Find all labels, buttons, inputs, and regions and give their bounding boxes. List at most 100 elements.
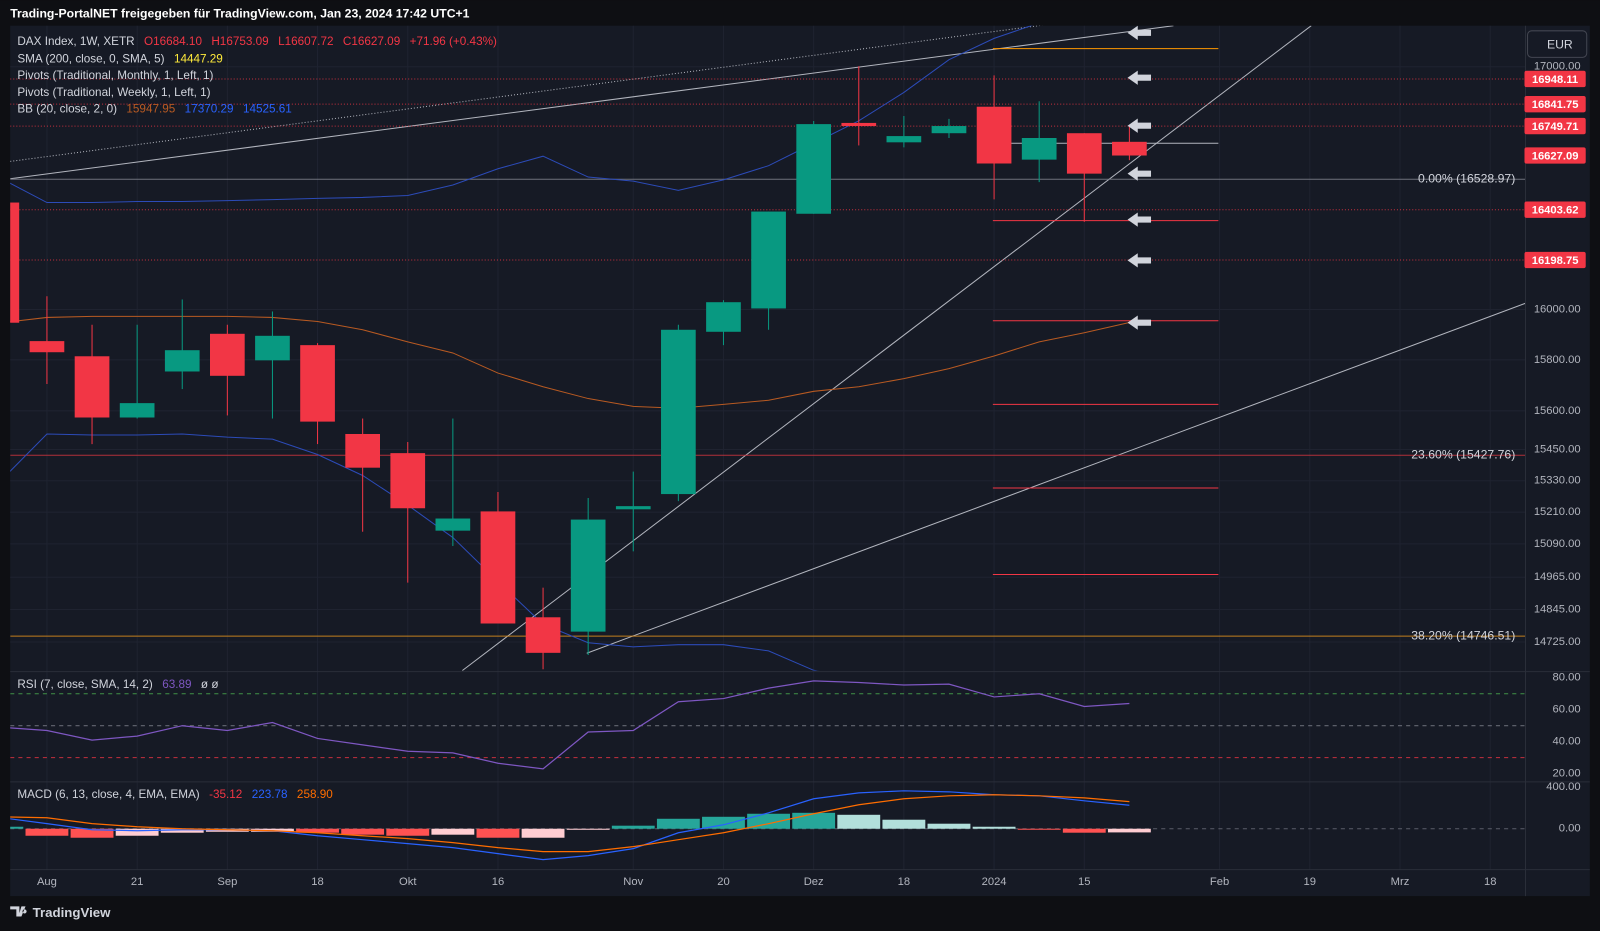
logo-icon bbox=[10, 906, 27, 917]
candle-body bbox=[29, 341, 65, 353]
candle-body bbox=[615, 506, 651, 510]
legend-change: +71.96 (+0.43%) bbox=[410, 35, 497, 48]
histogram-bar bbox=[702, 816, 745, 829]
candle-body bbox=[886, 136, 922, 143]
currency[interactable]: EUR bbox=[1547, 37, 1573, 51]
price-tag-label: 16749.71 bbox=[1532, 121, 1579, 133]
candle-body bbox=[210, 333, 245, 376]
histogram-bar bbox=[972, 826, 1016, 829]
legend-macd: MACD (6, 13, close, 4, EMA, EMA) bbox=[17, 788, 199, 801]
x-tick-label: Sep bbox=[217, 876, 237, 888]
candle-body bbox=[10, 202, 20, 323]
price-tag bbox=[1524, 70, 1586, 88]
grid bbox=[10, 25, 1526, 870]
x-tick-label: 15 bbox=[1078, 876, 1090, 888]
y-tick-label: 17000.00 bbox=[1534, 61, 1581, 73]
histogram-bar bbox=[476, 828, 520, 838]
rsi-line bbox=[10, 680, 1130, 770]
histogram-bar bbox=[10, 826, 24, 829]
y-tick-label: 20.00 bbox=[1553, 768, 1581, 780]
legend-pivots: Pivots (Traditional, Monthly, 1, Left, 1… bbox=[17, 69, 213, 82]
y-tick-label: 15090.00 bbox=[1534, 538, 1581, 550]
x-tick-label: Mrz bbox=[1391, 876, 1410, 888]
histogram-bar bbox=[611, 825, 655, 829]
legend-macd-hist: -35.12 bbox=[209, 788, 242, 801]
fib-label: 38.20% (14746.51) bbox=[1411, 628, 1515, 642]
legend-open: O16684.10 bbox=[144, 35, 202, 48]
histogram-bar bbox=[25, 828, 69, 836]
legend: SMA (200, close, 0, SMA, 5) 14447.29 bbox=[17, 52, 222, 65]
legend-sma-value: 14447.29 bbox=[174, 52, 223, 65]
price-tag-label: 16403.62 bbox=[1532, 205, 1579, 217]
candle-body bbox=[255, 335, 290, 361]
y-tick-label: 14965.00 bbox=[1534, 571, 1581, 583]
price-tag-label: 16198.75 bbox=[1532, 255, 1579, 267]
candle-body bbox=[841, 122, 877, 127]
x-tick-label: 20 bbox=[717, 876, 729, 888]
histogram-bar bbox=[656, 818, 700, 829]
trend-line bbox=[10, 25, 1042, 162]
legend-rsi-value: 63.89 bbox=[162, 678, 191, 691]
logo: TradingView bbox=[10, 905, 111, 920]
price-tag bbox=[1524, 95, 1586, 113]
legend-bb-upper: 17370.29 bbox=[185, 102, 234, 115]
legend-rsi-extra: ø ø bbox=[201, 678, 219, 691]
y-tick-label: 40.00 bbox=[1553, 736, 1581, 748]
legend-low: L16607.72 bbox=[278, 35, 333, 48]
x-tick-label: 16 bbox=[492, 876, 504, 888]
fib-label: 23.60% (15427.76) bbox=[1411, 448, 1515, 462]
histogram-bar bbox=[927, 823, 971, 829]
legend: BB (20, close, 2, 0) 15947.95 17370.29 1… bbox=[17, 102, 291, 115]
currency-button[interactable] bbox=[1527, 30, 1588, 58]
y-tick-label: 14725.00 bbox=[1534, 636, 1581, 648]
histogram-bar bbox=[1107, 828, 1151, 833]
histogram-bar bbox=[160, 828, 204, 833]
price-tag-label: 16841.75 bbox=[1532, 99, 1579, 111]
candle-body bbox=[74, 356, 110, 418]
legend: RSI (7, close, SMA, 14, 2) 63.89 ø ø bbox=[17, 678, 218, 691]
legend-rsi: RSI (7, close, SMA, 14, 2) bbox=[17, 678, 153, 691]
price-tag-label: 16627.09 bbox=[1532, 151, 1579, 163]
histogram-bar bbox=[431, 828, 475, 835]
histogram-bar bbox=[70, 828, 114, 838]
price-tag bbox=[1524, 251, 1586, 269]
legend-bb-lower: 14525.61 bbox=[243, 102, 292, 115]
legend: MACD (6, 13, close, 4, EMA, EMA) -35.12 … bbox=[17, 788, 333, 801]
logo-text: TradingView bbox=[33, 905, 111, 920]
candle-body bbox=[119, 403, 155, 418]
candle-body bbox=[1021, 138, 1057, 160]
arrow bbox=[1127, 212, 1152, 227]
price-pane bbox=[10, 25, 1526, 671]
y-tick-label: 0.00 bbox=[1559, 823, 1581, 835]
y-tick-label: 16000.00 bbox=[1534, 303, 1581, 315]
histogram-bar bbox=[341, 828, 385, 835]
arrow bbox=[1127, 166, 1152, 181]
x-tick-label: Nov bbox=[623, 876, 643, 888]
trend-line bbox=[586, 302, 1526, 654]
bb-upper bbox=[10, 25, 1033, 204]
x-tick-label: Feb bbox=[1210, 876, 1229, 888]
histogram-bar bbox=[1062, 828, 1106, 833]
legend-bb: BB (20, close, 2, 0) bbox=[17, 102, 117, 115]
macd-pane bbox=[10, 790, 1526, 861]
histogram-bar bbox=[386, 828, 430, 836]
y-tick-label: 14845.00 bbox=[1534, 603, 1581, 615]
legend-macd-signal: 258.90 bbox=[297, 788, 333, 801]
candle-body bbox=[1112, 141, 1147, 156]
candle-body bbox=[164, 350, 200, 372]
axes: Aug 21 Sep 18 Okt 16 Nov 20 Dez 18 2024 15 Feb 19 Mrz 1… bbox=[37, 61, 1581, 888]
y-tick-label: 15600.00 bbox=[1534, 405, 1581, 417]
macd-line bbox=[10, 790, 1130, 861]
arrow bbox=[1127, 253, 1152, 268]
candle-body bbox=[1066, 133, 1102, 174]
legend-sma: SMA (200, close, 0, SMA, 5) bbox=[17, 52, 164, 65]
y-tick-label: 15330.00 bbox=[1534, 475, 1581, 487]
y-tick-label: 400.00 bbox=[1546, 781, 1580, 793]
candle-body bbox=[525, 617, 561, 653]
header: Trading-PortalNET freigegeben für Tradin… bbox=[10, 7, 469, 21]
x-tick-label: 21 bbox=[131, 876, 143, 888]
x-tick-label: Okt bbox=[399, 876, 417, 888]
bb-lower bbox=[10, 433, 819, 671]
x-tick-label: 18 bbox=[311, 876, 323, 888]
legend-macd-line: 223.78 bbox=[252, 788, 288, 801]
